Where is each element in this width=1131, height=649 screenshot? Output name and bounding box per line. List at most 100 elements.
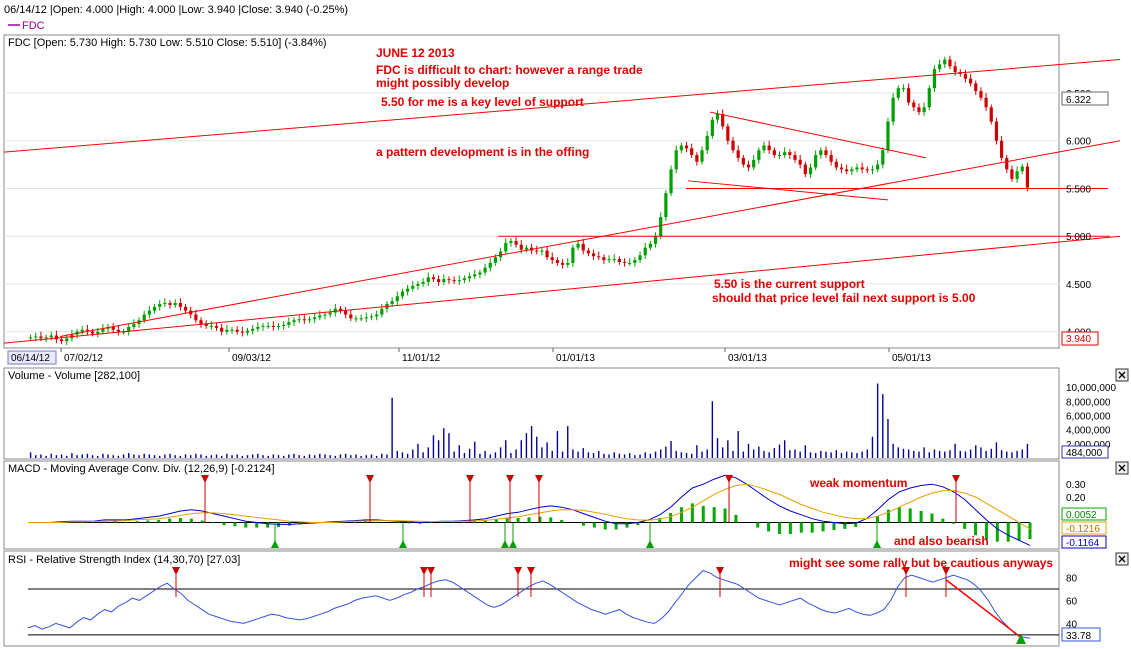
candle-body <box>984 97 988 108</box>
candle-body <box>132 324 136 327</box>
candle-body <box>602 257 606 261</box>
candle-body <box>762 145 766 151</box>
close-macd-button[interactable] <box>1115 461 1129 475</box>
candle-body <box>1005 157 1009 170</box>
candle-body <box>550 257 554 261</box>
candle-body <box>736 150 740 158</box>
volume-y-tick-2: 6,000,000 <box>1066 411 1111 422</box>
annotation-line3: 5.50 for me is a key level of support <box>381 95 584 109</box>
candle-body <box>597 256 601 258</box>
candle-body <box>225 329 229 332</box>
price-plot-frame <box>3 34 1060 349</box>
candle-body <box>648 243 652 248</box>
trendlines <box>3 59 1121 344</box>
candle-body <box>1025 166 1030 188</box>
macd-hist-label: 0.0052 <box>1066 510 1097 521</box>
candle-body <box>380 308 384 315</box>
sell-arrow-icon <box>535 475 543 483</box>
candle-body <box>695 155 699 162</box>
candle-body <box>612 259 616 261</box>
price-candles <box>28 55 1030 346</box>
date-axis: 06/14/12 07/02/12 09/03/12 11/01/12 01/01/1… <box>7 348 931 365</box>
macd-y-tick-1: 0.20 <box>1066 493 1086 504</box>
candle-body <box>881 150 885 165</box>
candle-body <box>168 303 172 305</box>
candle-body <box>209 325 213 327</box>
candle-body <box>953 66 957 72</box>
last-price-label: 6.322 <box>1066 95 1091 106</box>
rsi-sell-arrow-icon <box>527 567 535 575</box>
candle-body <box>220 327 224 332</box>
candle-body <box>710 119 714 136</box>
buy-arrow-icon <box>873 540 881 548</box>
candle-body <box>963 73 968 79</box>
macd-title: MACD - Moving Average Conv. Div. (12,26,… <box>8 463 275 475</box>
candle-body <box>111 326 115 330</box>
macd-panel: MACD - Moving Average Conv. Div. (12,26,… <box>3 460 1107 550</box>
candle-body <box>178 303 182 307</box>
rsi-y-tick-0: 80 <box>1066 573 1078 584</box>
sell-arrow-icon <box>466 475 474 483</box>
close-rsi-button[interactable] <box>1115 552 1129 566</box>
candle-body <box>39 336 43 339</box>
candle-body <box>638 255 642 261</box>
date-box-label: 06/14/12 <box>11 353 50 364</box>
wedge-top-line <box>709 111 927 159</box>
volume-y-tick-4: 2,000,000 <box>1066 440 1111 451</box>
sell-arrow-icon <box>201 475 209 483</box>
sell-arrow-icon <box>725 475 733 483</box>
buy-arrow-icon <box>271 540 279 548</box>
volume-y-tick-0: 10,000,000 <box>1066 383 1116 394</box>
candle-body <box>147 310 151 315</box>
date-tick-1: 09/03/12 <box>232 353 271 364</box>
macd-y-axis: 0.30 0.20 <box>1066 480 1086 504</box>
candle-body <box>633 260 637 263</box>
candle-body <box>535 250 539 252</box>
candle-body <box>287 322 291 325</box>
close-icon <box>1118 464 1126 472</box>
candle-body <box>240 331 244 333</box>
date-tick-0: 07/02/12 <box>64 353 103 364</box>
close-icon <box>1118 555 1126 563</box>
volume-value-box <box>1061 445 1109 459</box>
candle-body <box>302 319 306 321</box>
candle-body <box>183 306 188 311</box>
candle-body <box>969 78 973 84</box>
close-icon <box>1118 371 1126 379</box>
rsi-sell-arrow-icon <box>172 567 180 575</box>
candle-body <box>519 244 523 250</box>
annotation-line6: should that price level fail next suppor… <box>712 291 976 305</box>
candle-body <box>803 164 807 175</box>
close-volume-button[interactable] <box>1115 368 1129 382</box>
candle-body <box>1010 169 1014 179</box>
candle-body <box>715 113 720 120</box>
candle-body <box>34 336 38 338</box>
candle-body <box>772 150 776 156</box>
candle-body <box>938 64 942 70</box>
candle-body <box>979 91 983 98</box>
candle-body <box>767 145 771 151</box>
candle-body <box>49 335 53 338</box>
rsi-sell-arrow-icon <box>942 567 950 575</box>
price-y-tick-3: 5.000 <box>1066 232 1091 243</box>
candle-body <box>400 291 405 297</box>
candle-body <box>468 276 472 279</box>
rsi-note: might see some rally but be cautious any… <box>789 556 1053 570</box>
candle-body <box>199 320 203 325</box>
candle-body <box>927 88 931 108</box>
candle-body <box>462 278 467 281</box>
candle-body <box>473 274 477 277</box>
legend-symbol: FDC <box>22 20 45 32</box>
macd-plot <box>28 474 1032 548</box>
candle-body <box>44 337 48 339</box>
macd-note-2: and also bearish <box>894 534 989 548</box>
candle-body <box>850 169 854 172</box>
volume-y-tick-1: 8,000,000 <box>1066 397 1111 408</box>
last-price-box <box>1061 91 1109 106</box>
candle-body <box>943 59 947 65</box>
candle-body <box>307 319 312 321</box>
candle-body <box>483 267 487 273</box>
trendline <box>3 59 1121 153</box>
candle-body <box>426 277 430 283</box>
